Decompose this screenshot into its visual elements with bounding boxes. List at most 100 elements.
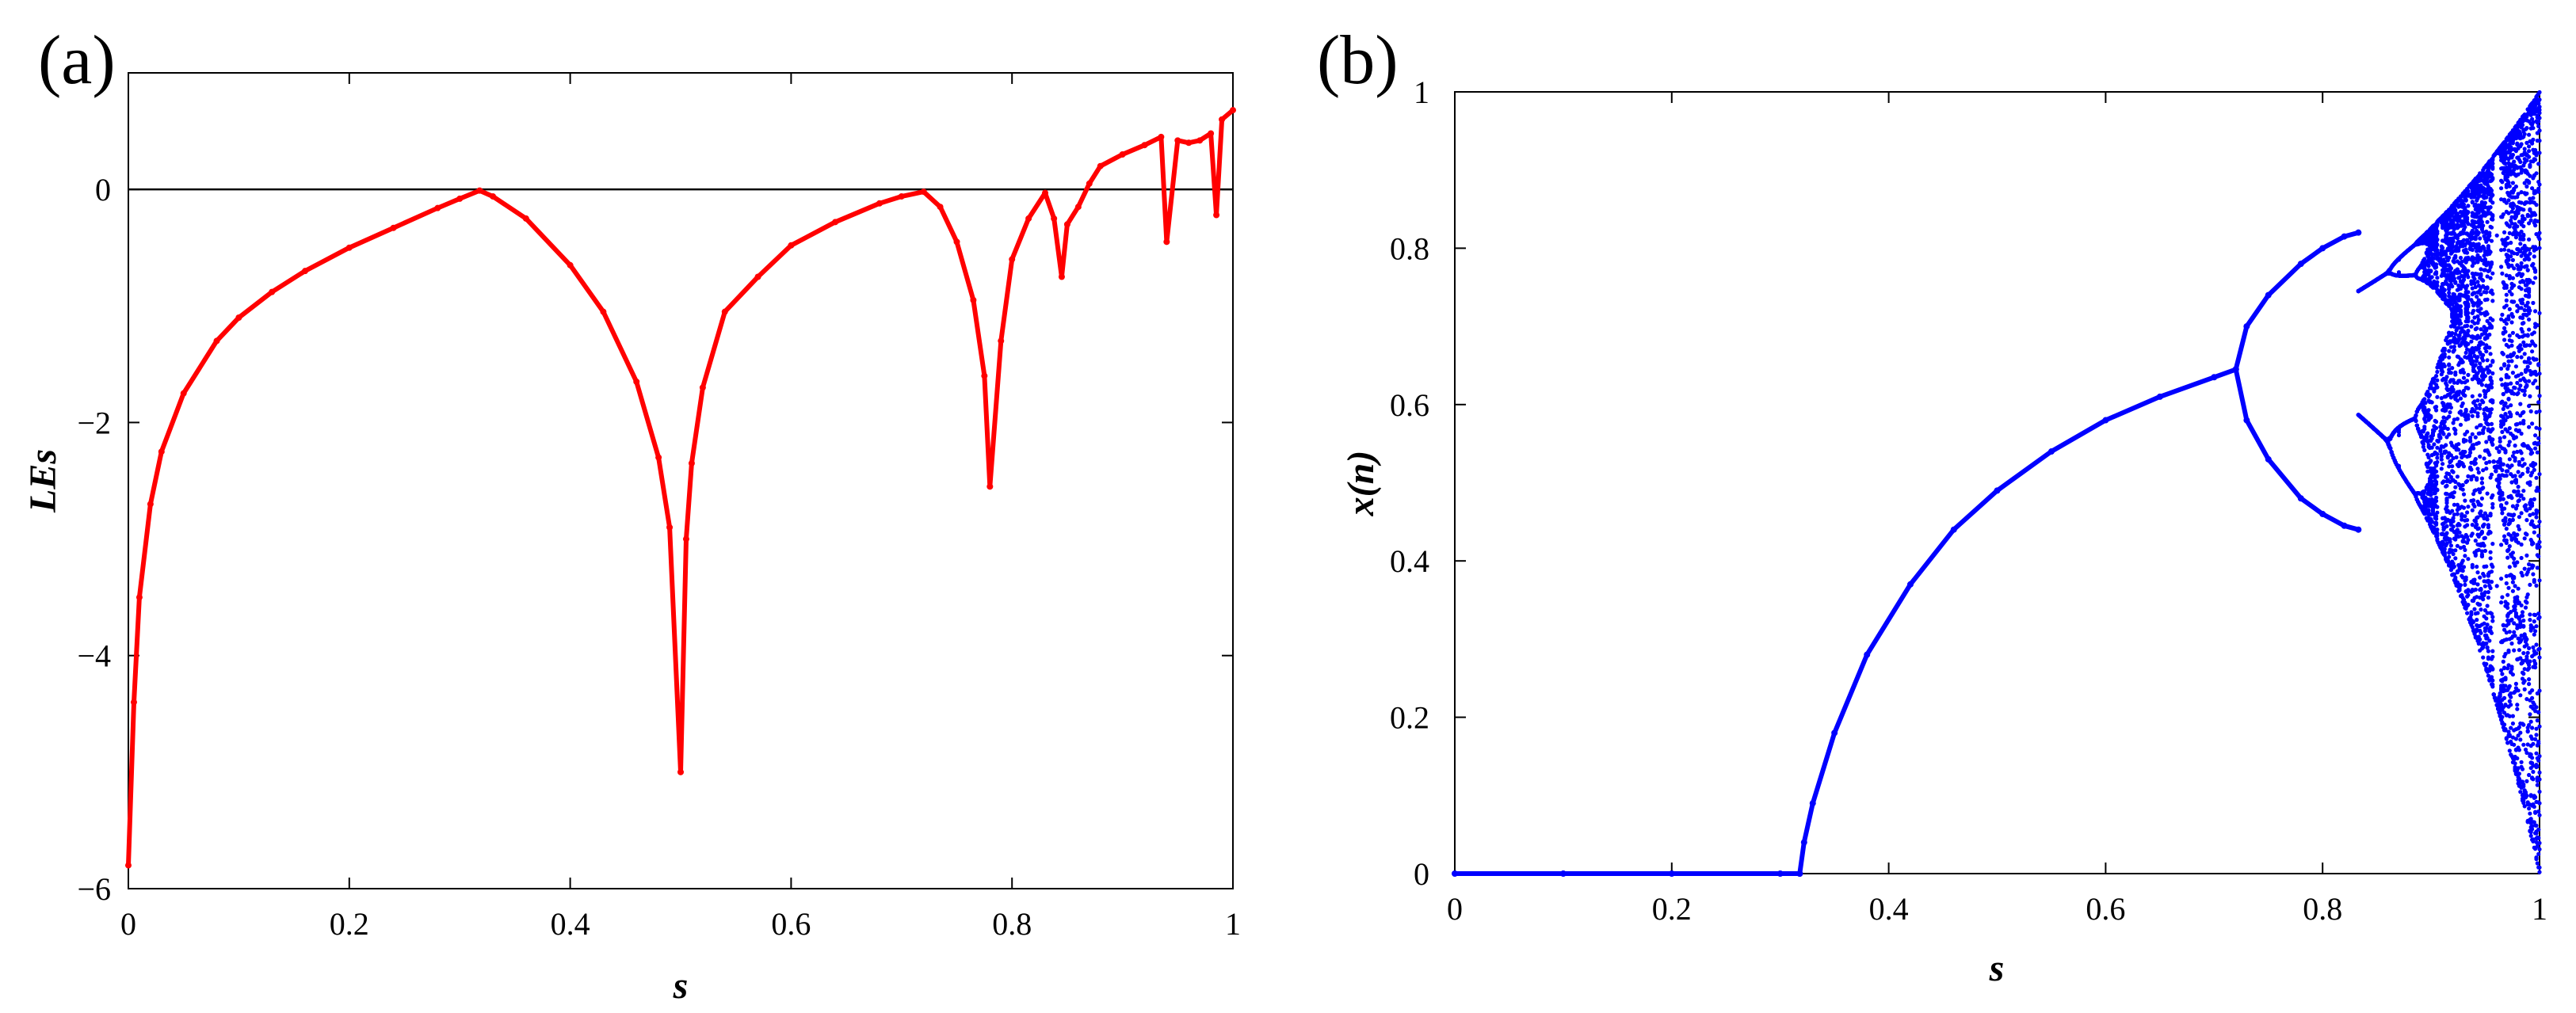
x-tick-label: 0.2 [1652, 891, 1692, 927]
data-point [269, 288, 276, 295]
chaos-point [2429, 400, 2434, 405]
chaos-point [2447, 554, 2452, 559]
chaos-point [2479, 273, 2483, 278]
chaos-point [2460, 482, 2465, 488]
chaos-point [2466, 557, 2471, 562]
plot-frame-a [128, 72, 1234, 889]
chaos-point [2466, 372, 2471, 377]
chaos-point [2426, 408, 2431, 413]
chaos-point [2479, 503, 2483, 508]
chaos-point [2442, 288, 2447, 292]
chaos-point [2422, 425, 2427, 429]
chaos-point [2479, 383, 2484, 387]
data-point [2265, 291, 2272, 299]
chaos-point [2451, 551, 2456, 557]
y-tick-label: 0.4 [1390, 543, 1429, 579]
chaos-point [2435, 451, 2440, 457]
chaos-point [2435, 531, 2440, 535]
chaos-point [2457, 530, 2462, 535]
chaos-point [2434, 520, 2439, 525]
data-point [1009, 256, 1016, 263]
data-point [490, 192, 497, 200]
chaos-point [2453, 548, 2458, 553]
chaos-point [2453, 372, 2458, 377]
chaos-point [2479, 481, 2484, 486]
chaos-point [2475, 411, 2480, 416]
data-point [2297, 495, 2304, 502]
data-point [2211, 374, 2218, 381]
data-point [2243, 323, 2250, 330]
data-point [699, 384, 706, 391]
chaos-point [2435, 229, 2440, 234]
data-point [147, 501, 154, 508]
data-point [2319, 245, 2326, 252]
data-point [390, 224, 397, 231]
data-point [1208, 130, 1215, 137]
data-point [135, 594, 143, 601]
chaos-point [2479, 300, 2483, 305]
chaos-point [2481, 358, 2486, 363]
chaos-point [2434, 514, 2439, 519]
chart-panel-a: (a) 0 0.2 0.4 0.6 0.8 1−6−4−20 s LEs [22, 22, 1241, 1007]
chaos-point [2461, 464, 2467, 469]
chaos-point [2448, 543, 2453, 548]
chaos-point [2472, 607, 2477, 611]
chaos-point [2466, 417, 2471, 421]
chaos-point [2484, 616, 2489, 621]
chaos-point [2432, 442, 2437, 447]
data-point [1213, 211, 1220, 219]
chaos-point [2451, 470, 2456, 474]
data-point [1796, 870, 1803, 877]
data-point [1051, 215, 1058, 222]
chaos-point [2430, 433, 2436, 438]
chaos-point [2476, 470, 2481, 475]
data-point [1058, 273, 1065, 280]
chaos-point [2483, 535, 2487, 540]
chaos-point [2478, 406, 2483, 411]
chaos-point [2466, 316, 2471, 321]
chaos-point [2447, 414, 2452, 419]
chaos-point [2466, 295, 2471, 299]
x-tick-label: 1 [1225, 906, 1241, 942]
chaos-point [2466, 603, 2471, 607]
chaos-point [2452, 345, 2456, 349]
chaos-point [2463, 393, 2467, 398]
data-point [677, 768, 684, 775]
chaos-point [2435, 459, 2440, 465]
chaos-point [2435, 222, 2440, 227]
chaos-point [2452, 490, 2456, 495]
chaos-point [2463, 498, 2467, 503]
chaos-point [2479, 476, 2484, 481]
chaos-point [2475, 280, 2480, 284]
x-tick-label: 0.8 [2303, 891, 2342, 927]
chaos-point [2478, 393, 2483, 398]
data-point [522, 215, 529, 222]
chaos-point [2452, 564, 2456, 569]
chaos-point [2475, 570, 2480, 575]
chaos-point [2439, 457, 2444, 462]
chaos-point [2473, 461, 2478, 466]
chaos-point [2434, 425, 2439, 431]
chaos-point [2425, 431, 2430, 436]
chaos-point [2435, 536, 2440, 541]
data-point [1906, 581, 1914, 588]
data-point [2243, 417, 2250, 424]
data-point [1163, 238, 1170, 246]
chaos-point [2447, 255, 2452, 260]
data-point [2355, 229, 2362, 236]
x-tick-label: 0.6 [2086, 891, 2125, 927]
data-point [1174, 137, 1181, 144]
chaos-point [2472, 504, 2477, 509]
data-point [832, 219, 839, 226]
chaos-point [2466, 386, 2471, 390]
data-point [1219, 116, 1226, 123]
chaos-point [2434, 270, 2439, 275]
chaos-point [2435, 505, 2440, 509]
chaos-point [2481, 223, 2486, 228]
data-series-a [125, 107, 1236, 869]
chaos-point [2470, 432, 2475, 436]
chaos-point [2479, 496, 2484, 501]
y-tick-label: 0.8 [1390, 230, 1429, 266]
chaos-point [2451, 516, 2456, 520]
